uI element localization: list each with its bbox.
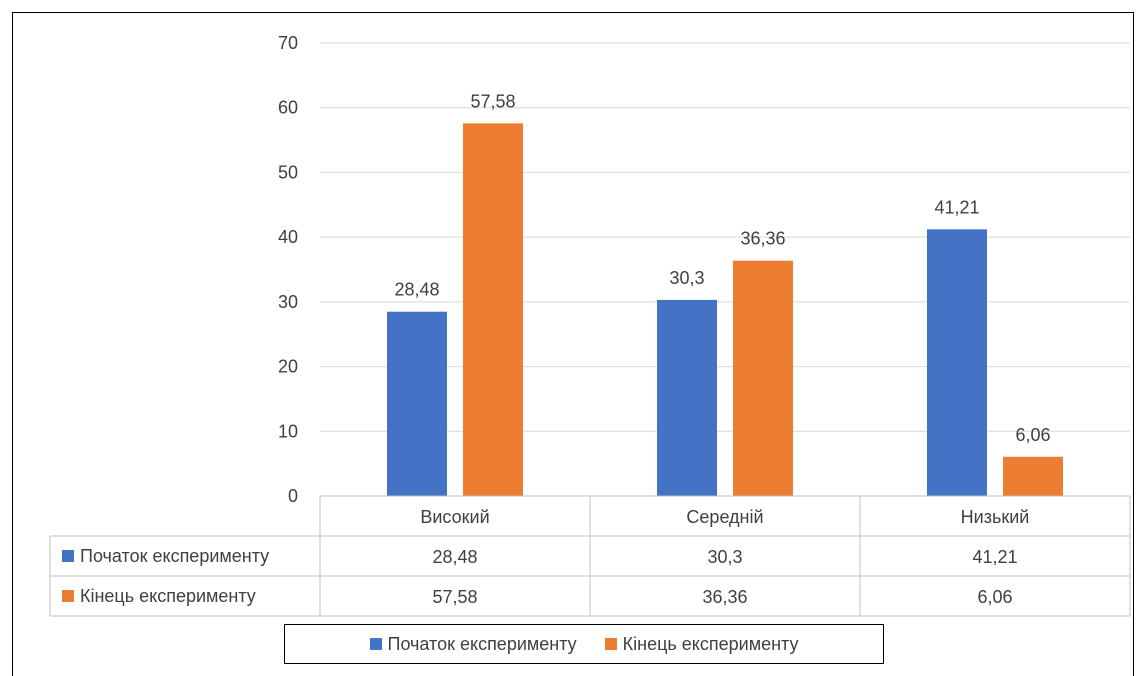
table-cell: 57,58 xyxy=(432,587,477,607)
bar-series-2 xyxy=(733,260,793,496)
bar-series-2 xyxy=(1003,456,1063,496)
category-label: Високий xyxy=(420,507,489,527)
y-axis-ticks: 0 10 20 30 40 50 60 70 xyxy=(278,33,298,506)
y-tick-label: 30 xyxy=(278,292,298,312)
data-label: 36,36 xyxy=(740,229,785,249)
y-tick-label: 40 xyxy=(278,227,298,247)
table-cell: 6,06 xyxy=(977,587,1012,607)
data-label: 57,58 xyxy=(470,91,515,111)
table-cell: 41,21 xyxy=(972,547,1017,567)
bar-series-1 xyxy=(927,229,987,496)
bar-series-1 xyxy=(657,299,717,496)
legend-item-series-1: Початок експерименту xyxy=(369,633,577,655)
table-row-header: Початок експерименту xyxy=(80,546,269,566)
gridlines xyxy=(320,42,1130,432)
y-tick-label: 10 xyxy=(278,421,298,441)
legend-swatch-series-2 xyxy=(604,638,617,650)
legend-label-series-2: Кінець експерименту xyxy=(622,633,799,654)
bar-series-2 xyxy=(463,123,523,496)
legend-item-series-2: Кінець експерименту xyxy=(604,633,799,655)
data-labels: 28,48 30,3 41,21 57,58 36,36 6,06 xyxy=(394,91,1050,444)
data-label: 28,48 xyxy=(394,280,439,300)
table-legend-swatch xyxy=(62,550,74,562)
y-tick-label: 0 xyxy=(288,486,298,506)
table-legend-swatch xyxy=(62,590,74,602)
data-table: Високий Середній Низький Початок експеримен… xyxy=(49,495,1131,617)
bar-series-1 xyxy=(387,311,447,496)
table-cell: 36,36 xyxy=(702,587,747,607)
category-label: Низький xyxy=(961,507,1030,527)
data-label: 30,3 xyxy=(669,268,704,288)
table-cell: 28,48 xyxy=(432,547,477,567)
data-label: 6,06 xyxy=(1015,425,1050,445)
table-cell: 30,3 xyxy=(707,547,742,567)
y-tick-label: 50 xyxy=(278,162,298,182)
legend-swatch-series-1 xyxy=(369,638,382,650)
y-tick-label: 70 xyxy=(278,33,298,53)
category-label: Середній xyxy=(686,507,763,527)
legend-label-series-1: Початок експерименту xyxy=(387,633,577,654)
data-label: 41,21 xyxy=(934,197,979,217)
table-row-header: Кінець експерименту xyxy=(80,586,256,606)
legend: Початок експерименту Кінець експерименту xyxy=(284,624,884,664)
bars xyxy=(387,123,1063,496)
y-tick-label: 60 xyxy=(278,98,298,118)
chart-frame xyxy=(12,12,1134,676)
y-tick-label: 20 xyxy=(278,357,298,377)
